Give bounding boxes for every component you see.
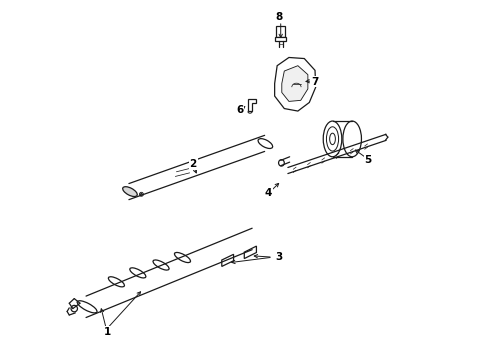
Text: 5: 5 [365, 156, 372, 165]
Ellipse shape [279, 159, 284, 166]
Text: 4: 4 [265, 188, 272, 198]
Ellipse shape [130, 268, 146, 278]
Ellipse shape [71, 305, 77, 312]
Ellipse shape [77, 301, 97, 313]
Polygon shape [245, 246, 256, 258]
Text: 8: 8 [275, 13, 283, 22]
Polygon shape [222, 254, 234, 266]
Polygon shape [282, 66, 308, 102]
Text: 6: 6 [236, 105, 243, 115]
Text: 7: 7 [311, 77, 318, 87]
Ellipse shape [122, 187, 137, 197]
Ellipse shape [108, 277, 124, 287]
Text: 1: 1 [104, 327, 111, 337]
Polygon shape [275, 37, 287, 41]
Text: 3: 3 [275, 252, 283, 262]
Ellipse shape [343, 121, 362, 157]
Ellipse shape [174, 252, 191, 262]
Text: 2: 2 [190, 159, 197, 169]
Polygon shape [248, 99, 256, 111]
Ellipse shape [330, 133, 335, 145]
Ellipse shape [258, 139, 272, 148]
Polygon shape [275, 58, 316, 111]
Ellipse shape [326, 127, 339, 151]
Ellipse shape [140, 192, 144, 196]
Ellipse shape [323, 121, 342, 157]
Ellipse shape [153, 260, 169, 270]
Polygon shape [276, 26, 285, 37]
Ellipse shape [141, 193, 142, 195]
